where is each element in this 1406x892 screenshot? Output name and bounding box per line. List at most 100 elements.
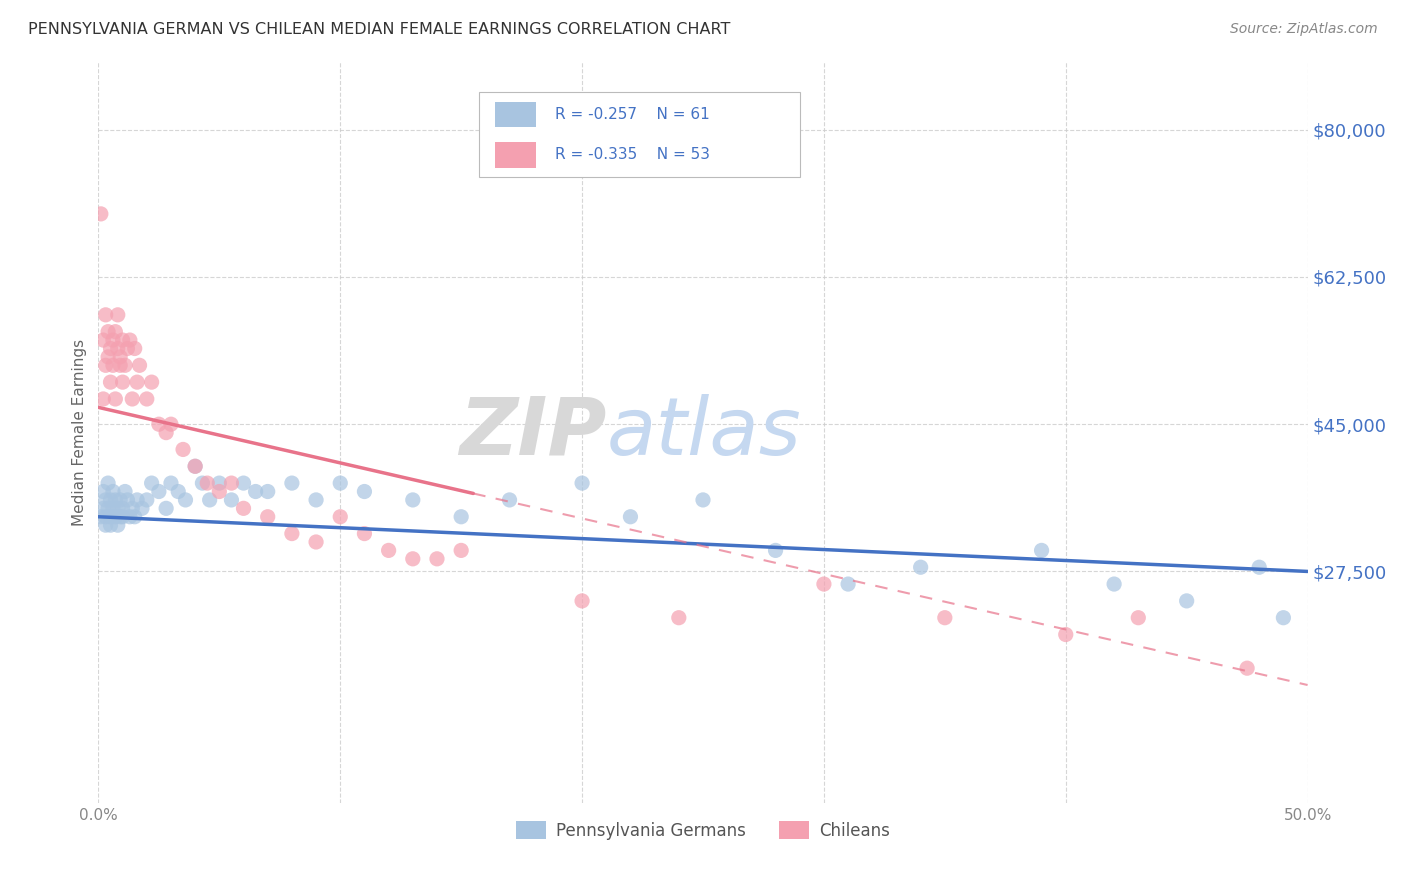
Point bbox=[208, 476, 231, 491]
Point bbox=[114, 359, 136, 373]
Legend: Pennsylvania Germans, Chileans: Pennsylvania Germans, Chileans bbox=[509, 814, 897, 847]
Point bbox=[1175, 594, 1198, 608]
Point bbox=[101, 501, 124, 516]
Point bbox=[1236, 661, 1258, 675]
Point bbox=[97, 476, 120, 491]
Point bbox=[135, 492, 157, 507]
Point bbox=[245, 484, 267, 499]
Point bbox=[160, 476, 183, 491]
Point bbox=[329, 509, 352, 524]
Point bbox=[195, 476, 218, 491]
Point bbox=[232, 501, 254, 516]
Point bbox=[104, 509, 127, 524]
Point bbox=[127, 492, 149, 507]
Point bbox=[208, 484, 231, 499]
Point bbox=[107, 501, 129, 516]
Point bbox=[281, 526, 304, 541]
Point bbox=[91, 501, 114, 516]
Point bbox=[117, 342, 139, 356]
Point bbox=[101, 484, 124, 499]
Point bbox=[94, 518, 117, 533]
Point bbox=[97, 501, 120, 516]
Point bbox=[100, 375, 122, 389]
Point bbox=[305, 492, 328, 507]
Point bbox=[107, 308, 129, 322]
Point bbox=[141, 476, 163, 491]
Point bbox=[141, 375, 163, 389]
FancyBboxPatch shape bbox=[479, 92, 800, 178]
Point bbox=[131, 501, 153, 516]
Point bbox=[174, 492, 197, 507]
Point bbox=[128, 359, 150, 373]
Point bbox=[934, 610, 956, 624]
Point bbox=[813, 577, 835, 591]
Y-axis label: Median Female Earnings: Median Female Earnings bbox=[72, 339, 87, 526]
Point bbox=[402, 492, 425, 507]
Point bbox=[101, 359, 124, 373]
Point bbox=[108, 492, 131, 507]
Point bbox=[107, 518, 129, 533]
Point bbox=[118, 333, 141, 347]
Point bbox=[305, 535, 328, 549]
Point bbox=[426, 551, 449, 566]
Point bbox=[402, 551, 425, 566]
Point bbox=[281, 476, 304, 491]
Point bbox=[101, 333, 124, 347]
Point bbox=[97, 325, 120, 339]
Point bbox=[94, 509, 117, 524]
Point bbox=[184, 459, 207, 474]
Point bbox=[94, 308, 117, 322]
Point bbox=[619, 509, 641, 524]
Point bbox=[117, 492, 139, 507]
Point bbox=[692, 492, 714, 507]
Point bbox=[167, 484, 190, 499]
Point bbox=[91, 392, 114, 406]
Point bbox=[1128, 610, 1150, 624]
Point bbox=[148, 484, 170, 499]
Point bbox=[94, 359, 117, 373]
Text: R = -0.335    N = 53: R = -0.335 N = 53 bbox=[555, 147, 710, 162]
Point bbox=[155, 501, 177, 516]
Point bbox=[97, 350, 120, 364]
Point bbox=[221, 476, 243, 491]
Point bbox=[91, 333, 114, 347]
Text: PENNSYLVANIA GERMAN VS CHILEAN MEDIAN FEMALE EARNINGS CORRELATION CHART: PENNSYLVANIA GERMAN VS CHILEAN MEDIAN FE… bbox=[28, 22, 731, 37]
Point bbox=[160, 417, 183, 432]
Point bbox=[104, 492, 127, 507]
Point bbox=[148, 417, 170, 432]
Point bbox=[765, 543, 787, 558]
Point bbox=[1102, 577, 1125, 591]
Point bbox=[329, 476, 352, 491]
Point bbox=[94, 492, 117, 507]
Point bbox=[198, 492, 221, 507]
Text: Source: ZipAtlas.com: Source: ZipAtlas.com bbox=[1230, 22, 1378, 37]
Point bbox=[1031, 543, 1053, 558]
Text: atlas: atlas bbox=[606, 393, 801, 472]
Point bbox=[450, 543, 472, 558]
Point bbox=[377, 543, 399, 558]
Point bbox=[124, 342, 146, 356]
Point bbox=[100, 342, 122, 356]
Point bbox=[256, 509, 278, 524]
Point bbox=[114, 484, 136, 499]
Point bbox=[135, 392, 157, 406]
Point bbox=[256, 484, 278, 499]
Point bbox=[184, 459, 207, 474]
Point bbox=[837, 577, 859, 591]
Point bbox=[100, 492, 122, 507]
Point bbox=[172, 442, 194, 457]
Text: ZIP: ZIP bbox=[458, 393, 606, 472]
Point bbox=[90, 207, 112, 221]
Point bbox=[108, 509, 131, 524]
Point bbox=[221, 492, 243, 507]
Point bbox=[127, 375, 149, 389]
Point bbox=[498, 492, 520, 507]
Point bbox=[124, 509, 146, 524]
Point bbox=[91, 484, 114, 499]
Point bbox=[118, 509, 141, 524]
Point bbox=[111, 509, 134, 524]
Point bbox=[100, 509, 122, 524]
Point bbox=[108, 359, 131, 373]
Point bbox=[104, 392, 127, 406]
Point bbox=[104, 325, 127, 339]
